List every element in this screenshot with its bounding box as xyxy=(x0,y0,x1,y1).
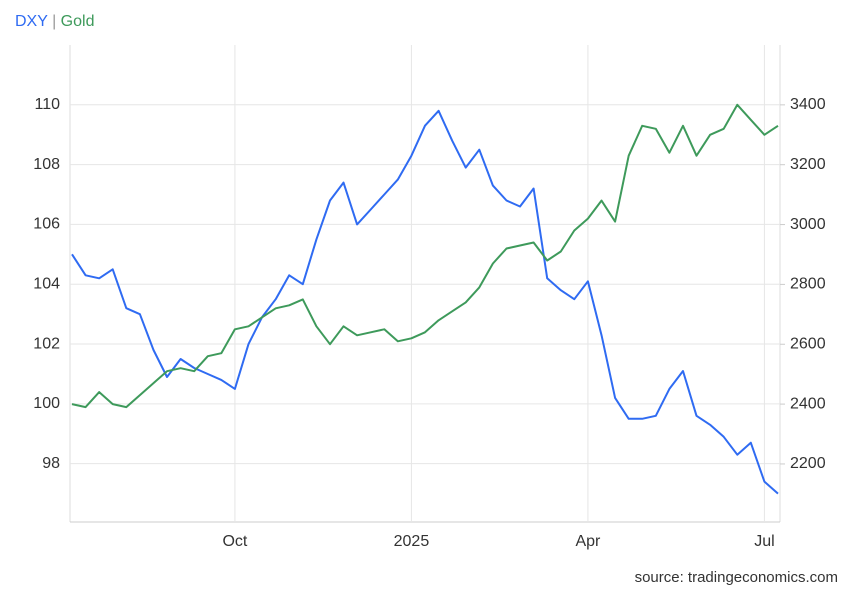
series-line xyxy=(71,109,779,495)
y2-tick-label: 2200 xyxy=(790,455,826,472)
y-tick-label: 110 xyxy=(34,96,60,113)
x-tick-label: Oct xyxy=(222,533,247,550)
y2-tick-label: 2600 xyxy=(790,335,826,352)
y2-tick-label: 2400 xyxy=(790,395,826,412)
x-tick-label: Apr xyxy=(575,533,601,550)
y2-tick-label: 3400 xyxy=(790,96,826,113)
y-tick-label: 98 xyxy=(42,455,60,472)
y-tick-label: 102 xyxy=(33,335,60,352)
legend-separator: | xyxy=(52,13,56,30)
series-line xyxy=(71,103,779,409)
y-tick-label: 108 xyxy=(33,156,60,173)
y2-tick-label: 3000 xyxy=(790,216,826,233)
y2-tick-label: 2800 xyxy=(790,276,826,293)
x-tick-label: Jul xyxy=(754,533,774,550)
x-tick-label: 2025 xyxy=(394,533,430,550)
source: source: tradingeconomics.com xyxy=(635,569,838,586)
legend-dxy: DXY xyxy=(15,13,48,30)
y-tick-label: 104 xyxy=(33,275,60,292)
legend-gold: Gold xyxy=(61,13,95,30)
y-tick-label: 100 xyxy=(33,395,60,412)
y2-tick-label: 3200 xyxy=(790,156,826,173)
y-tick-label: 106 xyxy=(33,216,60,233)
legend: DXY | Gold xyxy=(15,13,94,30)
